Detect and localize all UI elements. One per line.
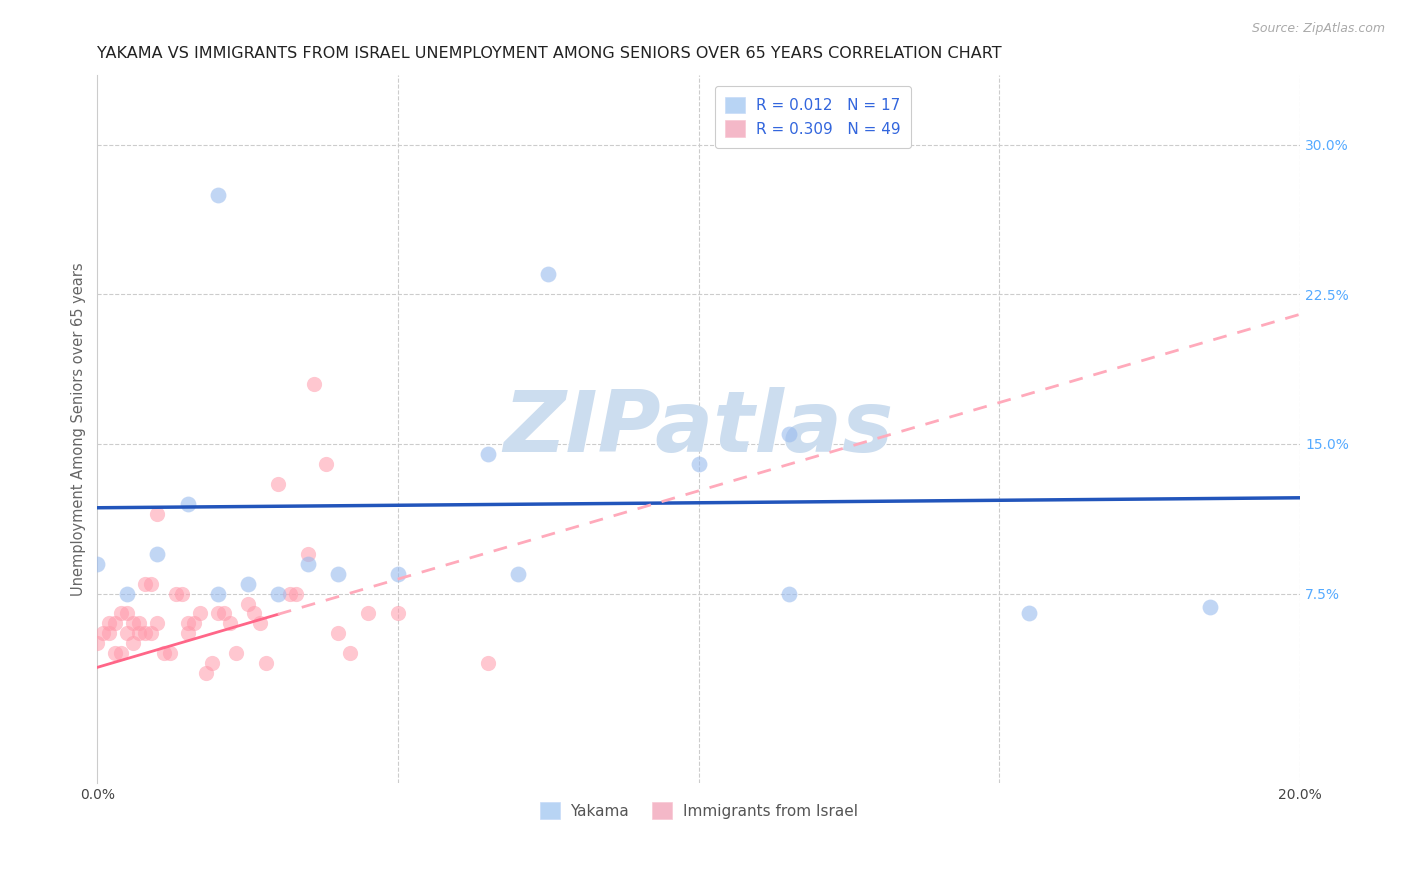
Point [302,377,325,392]
Point [284,586,307,600]
Point [159,646,181,660]
Point [146,547,169,561]
Point [122,636,145,650]
Legend: Yakama, Immigrants from Israel: Yakama, Immigrants from Israel [534,796,863,825]
Point [117,586,139,600]
Point [297,557,319,571]
Point [242,607,264,621]
Point [508,566,530,581]
Point [146,507,169,521]
Point [254,657,277,671]
Point [688,457,710,471]
Text: ZIPatlas: ZIPatlas [503,387,894,470]
Point [141,626,163,640]
Text: YAKAMA VS IMMIGRANTS FROM ISRAEL UNEMPLOYMENT AMONG SENIORS OVER 65 YEARS CORREL: YAKAMA VS IMMIGRANTS FROM ISRAEL UNEMPLO… [97,46,1002,62]
Point [278,586,301,600]
Point [207,607,229,621]
Point [86,557,108,571]
Point [194,666,217,681]
Point [778,426,800,441]
Point [387,607,409,621]
Point [188,607,211,621]
Point [201,657,224,671]
Point [267,586,290,600]
Point [315,457,337,471]
Point [122,616,145,631]
Point [110,646,132,660]
Point [134,626,156,640]
Point [236,597,259,611]
Point [183,616,205,631]
Point [326,566,349,581]
Point [1199,600,1222,615]
Point [297,547,319,561]
Point [477,657,499,671]
Point [141,576,163,591]
Point [134,576,156,591]
Point [207,187,229,202]
Point [176,616,198,631]
Point [339,646,361,660]
Point [98,616,121,631]
Point [128,626,150,640]
Point [86,636,108,650]
Point [387,566,409,581]
Point [117,626,139,640]
Point [117,607,139,621]
Point [104,646,127,660]
Point [537,268,560,282]
Point [357,607,380,621]
Point [326,626,349,640]
Point [1018,607,1040,621]
Point [152,646,174,660]
Point [176,626,198,640]
Point [267,476,290,491]
Point [128,616,150,631]
Point [212,607,235,621]
Point [218,616,240,631]
Point [236,576,259,591]
Point [104,616,127,631]
Point [225,646,247,660]
Text: Source: ZipAtlas.com: Source: ZipAtlas.com [1251,22,1385,36]
Point [110,607,132,621]
Point [778,586,800,600]
Point [249,616,271,631]
Point [93,626,115,640]
Y-axis label: Unemployment Among Seniors over 65 years: Unemployment Among Seniors over 65 years [72,262,86,596]
Point [477,447,499,461]
Point [98,626,121,640]
Point [170,586,193,600]
Point [207,586,229,600]
Point [176,497,198,511]
Point [165,586,187,600]
Point [146,616,169,631]
